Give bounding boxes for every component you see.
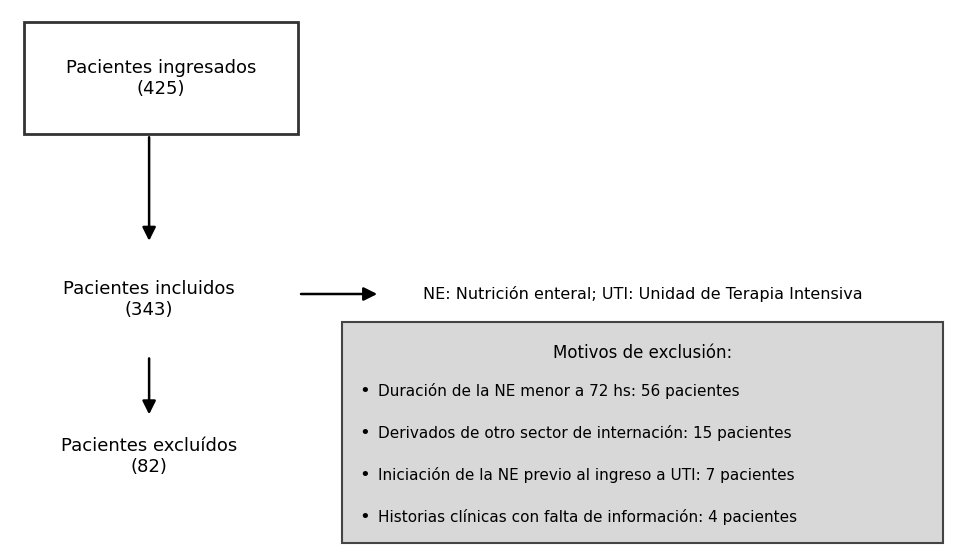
Text: •: • <box>358 424 369 442</box>
Text: Iniciación de la NE previo al ingreso a UTI: 7 pacientes: Iniciación de la NE previo al ingreso a … <box>378 467 794 483</box>
Text: Derivados de otro sector de internación: 15 pacientes: Derivados de otro sector de internación:… <box>378 425 791 441</box>
Text: Pacientes ingresados
(425): Pacientes ingresados (425) <box>66 59 256 98</box>
Text: Motivos de exclusión:: Motivos de exclusión: <box>552 344 731 362</box>
Text: Duración de la NE menor a 72 hs: 56 pacientes: Duración de la NE menor a 72 hs: 56 paci… <box>378 383 739 399</box>
Text: Pacientes excluídos
(82): Pacientes excluídos (82) <box>61 437 237 476</box>
Text: •: • <box>358 382 369 400</box>
Text: Pacientes incluidos
(343): Pacientes incluidos (343) <box>63 280 234 319</box>
Text: Historias clínicas con falta de información: 4 pacientes: Historias clínicas con falta de informac… <box>378 509 797 525</box>
FancyBboxPatch shape <box>24 22 298 134</box>
Text: •: • <box>358 466 369 484</box>
Text: NE: Nutrición enteral; UTI: Unidad de Terapia Intensiva: NE: Nutrición enteral; UTI: Unidad de Te… <box>423 286 862 302</box>
FancyBboxPatch shape <box>341 322 942 543</box>
Text: •: • <box>358 508 369 526</box>
